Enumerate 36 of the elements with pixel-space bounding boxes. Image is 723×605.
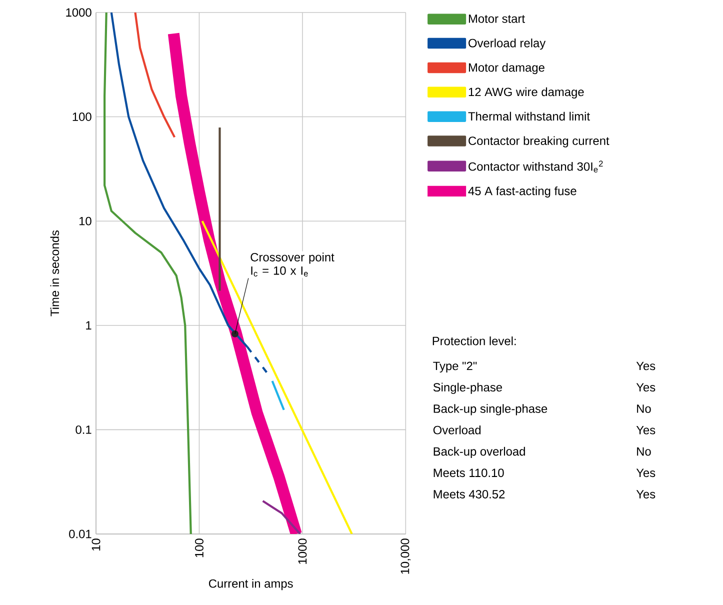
y-tick-label: 1 <box>86 321 92 330</box>
text: Back-up overload <box>434 446 525 458</box>
text: No <box>637 404 651 413</box>
y-tick-label: 10 <box>79 216 92 226</box>
x-tick-label: 10,000 <box>400 538 411 574</box>
legend-label: 45 A fast-acting fuse <box>468 186 576 198</box>
y-tick-label: 0.1 <box>76 426 92 434</box>
text: Meets 430.52 <box>434 490 505 498</box>
text: No <box>637 447 651 456</box>
legend-label: Thermal withstand limit <box>468 112 590 121</box>
y-tick-label: 100 <box>72 112 92 122</box>
y-tick-label: 0.01 <box>69 530 92 538</box>
text: Yes <box>636 362 656 370</box>
text: Yes <box>636 383 656 392</box>
text: Overload <box>433 426 481 434</box>
annotation: Crossover point I$_{c}$ = 10 x I$_{e}$ <box>250 252 334 277</box>
x-axis-title: Current in amps <box>208 579 293 590</box>
text: Protection level: <box>432 336 516 346</box>
text: Yes <box>636 468 656 478</box>
y-tick-label: 1000 <box>66 8 92 17</box>
legend-label: Motor damage <box>468 63 544 74</box>
text: Meets 110.10 <box>434 468 504 478</box>
text: Back-up single-phase <box>434 404 548 416</box>
x-tick-label: 1000 <box>298 538 307 564</box>
text: Type "2" <box>433 362 477 373</box>
legend-label: Contactor withstand 30I$_{e}$2 <box>468 160 603 172</box>
legend-label: 12 AWG wire damage <box>468 87 584 99</box>
text: Single-phase <box>433 382 502 394</box>
legend-label: Motor start <box>468 14 525 23</box>
legend-label: Overload relay <box>468 38 546 50</box>
x-tick-label: 10 <box>92 538 100 551</box>
legend-label: Contactor breaking current <box>468 136 610 148</box>
y-axis-title: Time in seconds <box>50 230 60 316</box>
x-tick-label: 100 <box>195 538 204 558</box>
text: Yes <box>636 490 656 498</box>
text: Yes <box>636 426 656 434</box>
